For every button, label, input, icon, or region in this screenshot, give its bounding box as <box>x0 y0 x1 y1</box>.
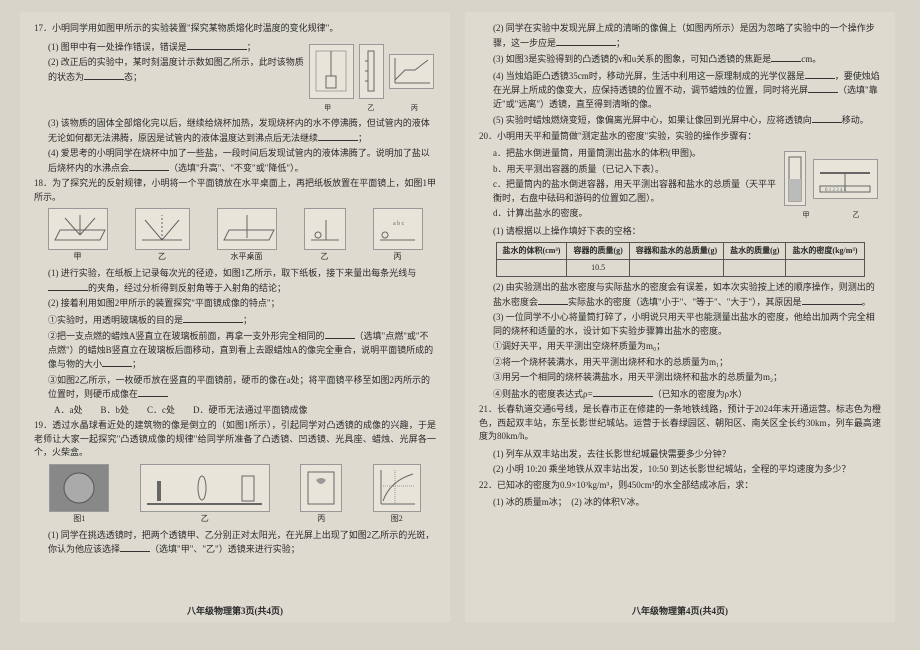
q18-stem: 18．为了探究光的反射规律，小明将一个平面镜放在水平桌面上，再把纸板放置在平面镜… <box>34 178 436 202</box>
q20-s3a: ①调好天平，用天平测出空烧杯质量为m₀； <box>479 340 881 354</box>
q20-sc: c．把量筒内的盐水倒进容器，用天平测出容器和盐水的总质量（天平平衡时，右盘中砝码… <box>479 178 781 205</box>
q19-s3: (3) 如图3是实验得到的凸透镜的v和u关系的图象，可知凸透镜的焦距是cm。 <box>479 52 881 67</box>
fig-18-2 <box>135 208 190 250</box>
coin-shift-icon: a b c <box>375 210 421 248</box>
table-diagram-icon <box>219 210 275 248</box>
q19: 19．透过水晶球看近处的建筑物的像是倒立的（如图1所示），引起同学对凸透镜的成像… <box>34 419 436 460</box>
q21-s2: (2) 小明 10:20 乘坐地铁从双丰站出发，10:50 到达长影世纪城站，全… <box>479 463 881 477</box>
fig-17-bing <box>389 54 434 89</box>
q18: 18．为了探究光的反射规律，小明将一个平面镜放在水平桌面上，再把纸板放置在平面镜… <box>34 177 436 204</box>
q17-s3: (3) 该物质的固体全部熔化完以后，继续给烧杯加热，发现烧杯内的水不停沸腾，但试… <box>34 117 436 145</box>
q22-s1: (1) 冰的质量m冰； (2) 冰的体积V冰。 <box>479 496 881 510</box>
q18-s2: (2) 接着利用如图2甲所示的装置探究"平面镜成像的特点"； <box>34 297 436 311</box>
mirror-diagram-icon <box>50 210 106 248</box>
q18-s1: (1) 进行实验，在纸板上记录每次光的径迹，如图1乙所示，取下纸板，接下来量出每… <box>34 267 436 295</box>
fig-18-3 <box>217 208 277 250</box>
uv-graph-icon <box>375 466 419 510</box>
th-4: 盐水的密度(kg/m³) <box>786 243 864 260</box>
ray-diagram-icon <box>137 210 187 248</box>
svg-text:a b c: a b c <box>393 221 405 227</box>
q17-stem: 17．小明同学用如图甲所示的实验装置"探究某物质熔化时温度的变化规律"。 <box>34 23 338 33</box>
q20-s3d: ④则盐水的密度表达式ρ=（已知水的密度为ρ水） <box>479 387 881 402</box>
q20: 20．小明用天平和量筒做"测定盐水的密度"实验，实验的操作步骤有： <box>479 130 881 144</box>
q21-stem: 21．长春轨道交通6号线，是长春市正在修建的一条地铁线路，预计于2024年末开通… <box>479 404 881 441</box>
td-3 <box>724 260 786 277</box>
fig-17-jia <box>309 44 354 99</box>
fig-19-screen <box>300 464 342 512</box>
apparatus-icon <box>311 46 351 96</box>
th-3: 盐水的质量(g) <box>724 243 786 260</box>
fig-19-bench <box>140 464 270 512</box>
q19-s1: (1) 同学在挑选透镜时，把两个透镜甲、乙分别正对太阳光，在光屏上出现了如图2乙… <box>34 529 436 557</box>
q20-sb: b．用天平测出容器的质量（已记入下表）。 <box>479 163 781 177</box>
screen-icon <box>302 466 340 510</box>
td-2 <box>629 260 723 277</box>
q20-table: 盐水的体积(cm³) 容器的质量(g) 容器和盐水的总质量(g) 盐水的质量(g… <box>496 242 865 277</box>
th-1: 容器的质量(g) <box>567 243 629 260</box>
q18-opts: A．a处 B．b处 C．c处 D．硬币无法通过平面镜成像 <box>34 404 436 418</box>
q21: 21．长春轨道交通6号线，是长春市正在修建的一条地铁线路，预计于2024年末开通… <box>479 403 881 444</box>
td-4 <box>786 260 864 277</box>
q19-s5: (5) 实验时蜡烛燃烧变短，像偏离光屏中心，如果让像回到光屏中心，应将透镜向移动… <box>479 113 881 128</box>
td-1: 10.5 <box>567 260 629 277</box>
footer-right: 八年级物理第4页(共4页) <box>465 605 895 619</box>
q20-s3c: ③用另一个相同的烧杯装满盐水，用天平测出烧杯和盐水的总质量为m₂； <box>479 371 881 385</box>
q17: 17．小明同学用如图甲所示的实验装置"探究某物质熔化时温度的变化规律"。 <box>34 22 436 36</box>
footer-left: 八年级物理第3页(共4页) <box>20 605 450 619</box>
fig-20-cylinder <box>784 151 806 206</box>
q18-figs: 甲 乙 水平桌面 乙 a b c 丙 <box>34 208 436 263</box>
q17-s2: (2) 改正后的实验中，某时刻温度计示数如图乙所示，此时该物质的状态为态； <box>34 56 306 84</box>
q19-s2: (2) 同学在实验中发现光屏上成的清晰的像偏上（如图丙所示）是因为忽略了实验中的… <box>479 22 881 50</box>
q18-s2a: ①实验时，用透明玻璃板的目的是； <box>34 313 436 328</box>
q20-sd: d．计算出盐水的密度。 <box>479 207 781 221</box>
q18-s2c: ③如图2乙所示，一枚硬币放在竖直的平面镜前，硬币的像在a处；将平面镜平移至如图2… <box>34 374 436 402</box>
svg-text:0 1 2 3 4 5: 0 1 2 3 4 5 <box>825 188 847 193</box>
th-2: 容器和盐水的总质量(g) <box>629 243 723 260</box>
q18-s2b: ②把一支点燃的蜡烛A竖直立在玻璃板前面，再拿一支外形完全相同的（选填"点燃"或"… <box>34 329 436 372</box>
q20-s3: (3) 一位同学不小心将量筒打碎了，小明说只用天平也能测量出盐水的密度，他给出加… <box>479 311 881 338</box>
fig-18-4 <box>304 208 346 250</box>
q20-figs: 0 1 2 3 4 5 甲乙 <box>781 147 881 225</box>
q19-stem: 19．透过水晶球看近处的建筑物的像是倒立的（如图1所示），引起同学对凸透镜的成像… <box>34 420 436 457</box>
page-left: 17．小明同学用如图甲所示的实验装置"探究某物质熔化时温度的变化规律"。 (1)… <box>20 12 450 622</box>
q20-sa: a．把盐水倒进量筒，用量筒测出盐水的体积(甲图)。 <box>479 147 781 161</box>
coin-mirror-icon <box>306 210 344 248</box>
q19-s4: (4) 当烛焰距凸透镜35cm时，移动光屏，生活中利用这一原理制成的光学仪器是，… <box>479 69 881 112</box>
q19-figs: 图1 乙 丙 图2 <box>34 464 436 525</box>
fig-19-photo <box>49 464 109 512</box>
thermometer-icon <box>361 46 381 96</box>
page-right: (2) 同学在实验中发现光屏上成的清晰的像偏上（如图丙所示）是因为忽略了实验中的… <box>465 12 895 622</box>
fig-20-balance: 0 1 2 3 4 5 <box>813 159 878 199</box>
q17-s1: (1) 图甲中有一处操作错误，错误是； <box>34 40 306 55</box>
fig-19-graph <box>373 464 421 512</box>
q22: 22．已知冰的密度为0.9×10³kg/m³，则450cm³的水全部结成冰后，求… <box>479 479 881 493</box>
q17-s4: (4) 爱思考的小明同学在烧杯中加了一些盐，一段时间后发现试管内的液体沸腾了。说… <box>34 147 436 175</box>
crystal-ball-icon <box>51 466 107 510</box>
q20-s2: (2) 由实验测出的盐水密度与实际盐水的密度会有误差，如本次实验按上述的顺序操作… <box>479 281 881 309</box>
balance-icon: 0 1 2 3 4 5 <box>815 161 875 197</box>
fig-18-5: a b c <box>373 208 423 250</box>
graph-icon <box>390 55 432 87</box>
q20-s1: (1) 请根据以上操作填好下表的空格： <box>479 225 881 239</box>
fig-18-1 <box>48 208 108 250</box>
optical-bench-icon <box>142 466 268 510</box>
q20-s3b: ②将一个烧杯装满水，用天平测出烧杯和水的总质量为m₁； <box>479 356 881 370</box>
th-0: 盐水的体积(cm³) <box>496 243 567 260</box>
fig-17-yi <box>359 44 384 99</box>
q22-stem: 22．已知冰的密度为0.9×10³kg/m³，则450cm³的水全部结成冰后，求… <box>479 480 753 490</box>
q17-figs: 甲乙丙 <box>306 40 436 118</box>
td-0 <box>496 260 567 277</box>
q20-stem: 20．小明用天平和量筒做"测定盐水的密度"实验，实验的操作步骤有： <box>479 131 756 141</box>
cylinder-icon <box>786 154 804 204</box>
q21-s1: (1) 列车从双丰站出发，去往长影世纪城最快需要多少分钟？ <box>479 448 881 462</box>
